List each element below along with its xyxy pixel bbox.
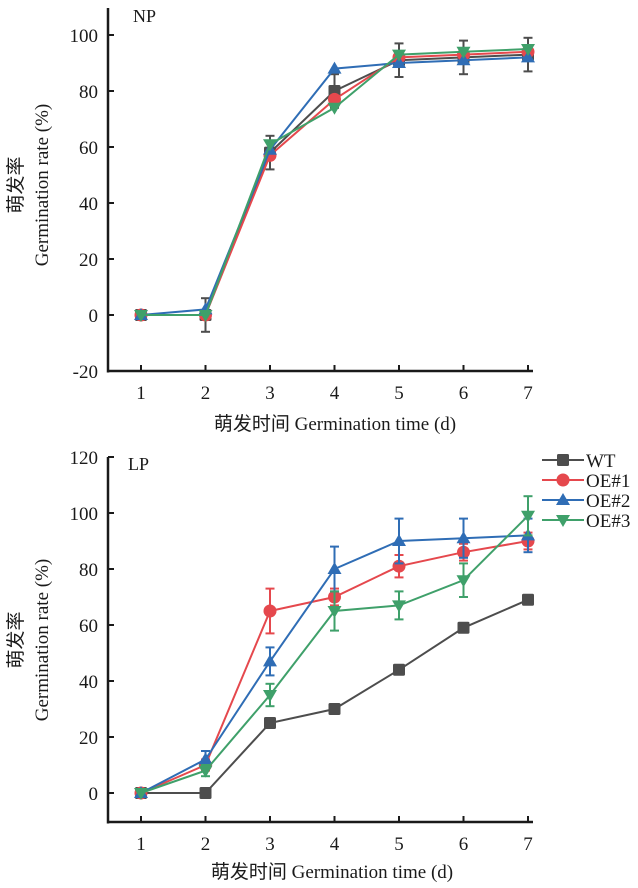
series-wt	[135, 36, 534, 333]
data-point-oe2	[327, 61, 342, 74]
data-point-oe2	[521, 50, 535, 63]
x-tick-label: 2	[201, 383, 211, 404]
y-tick-label: 20	[79, 250, 98, 271]
legend-label: OE#3	[586, 511, 630, 532]
x-tick-label: 3	[265, 383, 275, 404]
np-chart: -20 0 20 40 60 80 100 1 2 3 4 5 6 7 NP 萌发时间 Germinati…	[5, 6, 535, 435]
series-oe3	[134, 495, 535, 800]
data-point-oe3	[456, 575, 471, 588]
data-point-oe2	[198, 752, 213, 765]
legend-label: OE#1	[586, 471, 630, 492]
y-tick-label: 40	[79, 194, 98, 215]
legend-entry: OE#1	[542, 471, 630, 492]
data-point-oe2	[456, 531, 471, 544]
data-point-wt	[328, 703, 341, 715]
legend-marker	[557, 454, 569, 466]
x-tick-label: 5	[394, 834, 404, 855]
panel-label-np: NP	[133, 6, 156, 26]
y-tick-label: 0	[89, 784, 99, 805]
x-tick-label: 4	[330, 383, 340, 404]
x-tick-label: 6	[459, 834, 469, 855]
panel-label-lp: LP	[128, 454, 149, 474]
legend-entry: OE#2	[542, 491, 630, 512]
y-tick-label: 120	[70, 448, 99, 469]
data-point-oe2	[263, 654, 277, 667]
y-axis-title-cn-np: 萌发率	[5, 156, 27, 213]
data-point-oe3	[198, 310, 213, 322]
lp-chart: 0 20 40 60 80 100 120 1 2 3 4 5 6 7 LP 萌发时间 Germinati…	[5, 448, 630, 883]
x-tick-label: 2	[201, 834, 211, 855]
data-point-wt	[199, 787, 212, 799]
x-tick-label: 6	[459, 383, 469, 404]
x-tick-label: 7	[523, 383, 533, 404]
legend-marker	[556, 493, 570, 505]
data-point-wt	[457, 621, 470, 634]
x-tick-label: 1	[136, 834, 146, 855]
x-tick-label: 1	[136, 383, 146, 404]
data-point-wt	[393, 663, 405, 676]
data-point-wt	[522, 593, 534, 606]
data-point-oe3	[134, 310, 148, 322]
data-point-oe3	[134, 788, 148, 800]
y-axis-title-lp: Germination rate (%)	[32, 559, 53, 721]
y-tick-label: 80	[79, 560, 98, 581]
legend-label: WT	[586, 451, 616, 472]
data-point-wt	[264, 717, 276, 729]
data-point-oe1	[328, 92, 341, 106]
y-tick-label: 100	[70, 26, 99, 47]
legend-marker	[556, 515, 570, 527]
data-point-oe3	[198, 765, 213, 778]
y-tick-label: 60	[79, 616, 98, 637]
data-point-oe2	[327, 562, 342, 574]
y-tick-label: 20	[79, 728, 98, 749]
y-tick-label: 0	[89, 306, 99, 327]
y-tick-label: 40	[79, 672, 98, 693]
x-axis-title-lp: 萌发时间 Germination time (d)	[211, 861, 453, 883]
y-tick-label: 100	[70, 504, 99, 525]
y-tick-label: -20	[73, 362, 98, 383]
legend-entry: OE#3	[542, 511, 630, 532]
data-point-oe3	[263, 690, 277, 702]
y-axis-title-np: Germination rate (%)	[32, 104, 53, 266]
data-point-oe3	[263, 139, 277, 152]
data-point-oe2	[392, 534, 406, 546]
data-point-oe2	[456, 53, 471, 66]
x-axis-title-np: 萌发时间 Germination time (d)	[214, 413, 456, 435]
data-point-oe3	[392, 600, 406, 613]
x-tick-label: 7	[523, 834, 533, 855]
legend-entry: WT	[542, 451, 616, 472]
legend-label: OE#2	[586, 491, 630, 512]
series-oe2	[134, 517, 535, 798]
data-point-oe3	[327, 102, 342, 115]
y-tick-label: 60	[79, 138, 98, 159]
data-point-oe1	[263, 604, 277, 618]
y-axis-title-cn-lp: 萌发率	[5, 611, 27, 668]
data-point-oe3	[521, 510, 535, 523]
x-tick-label: 3	[265, 834, 275, 855]
data-point-oe3	[327, 606, 342, 618]
legend-marker	[556, 473, 570, 487]
series-oe3	[134, 44, 535, 322]
data-point-oe2	[392, 56, 406, 68]
data-point-oe3	[521, 44, 535, 56]
y-tick-label: 80	[79, 82, 98, 103]
data-point-oe3	[392, 49, 406, 62]
x-tick-label: 5	[394, 383, 404, 404]
data-point-oe3	[456, 46, 471, 59]
x-tick-label: 4	[330, 834, 340, 855]
